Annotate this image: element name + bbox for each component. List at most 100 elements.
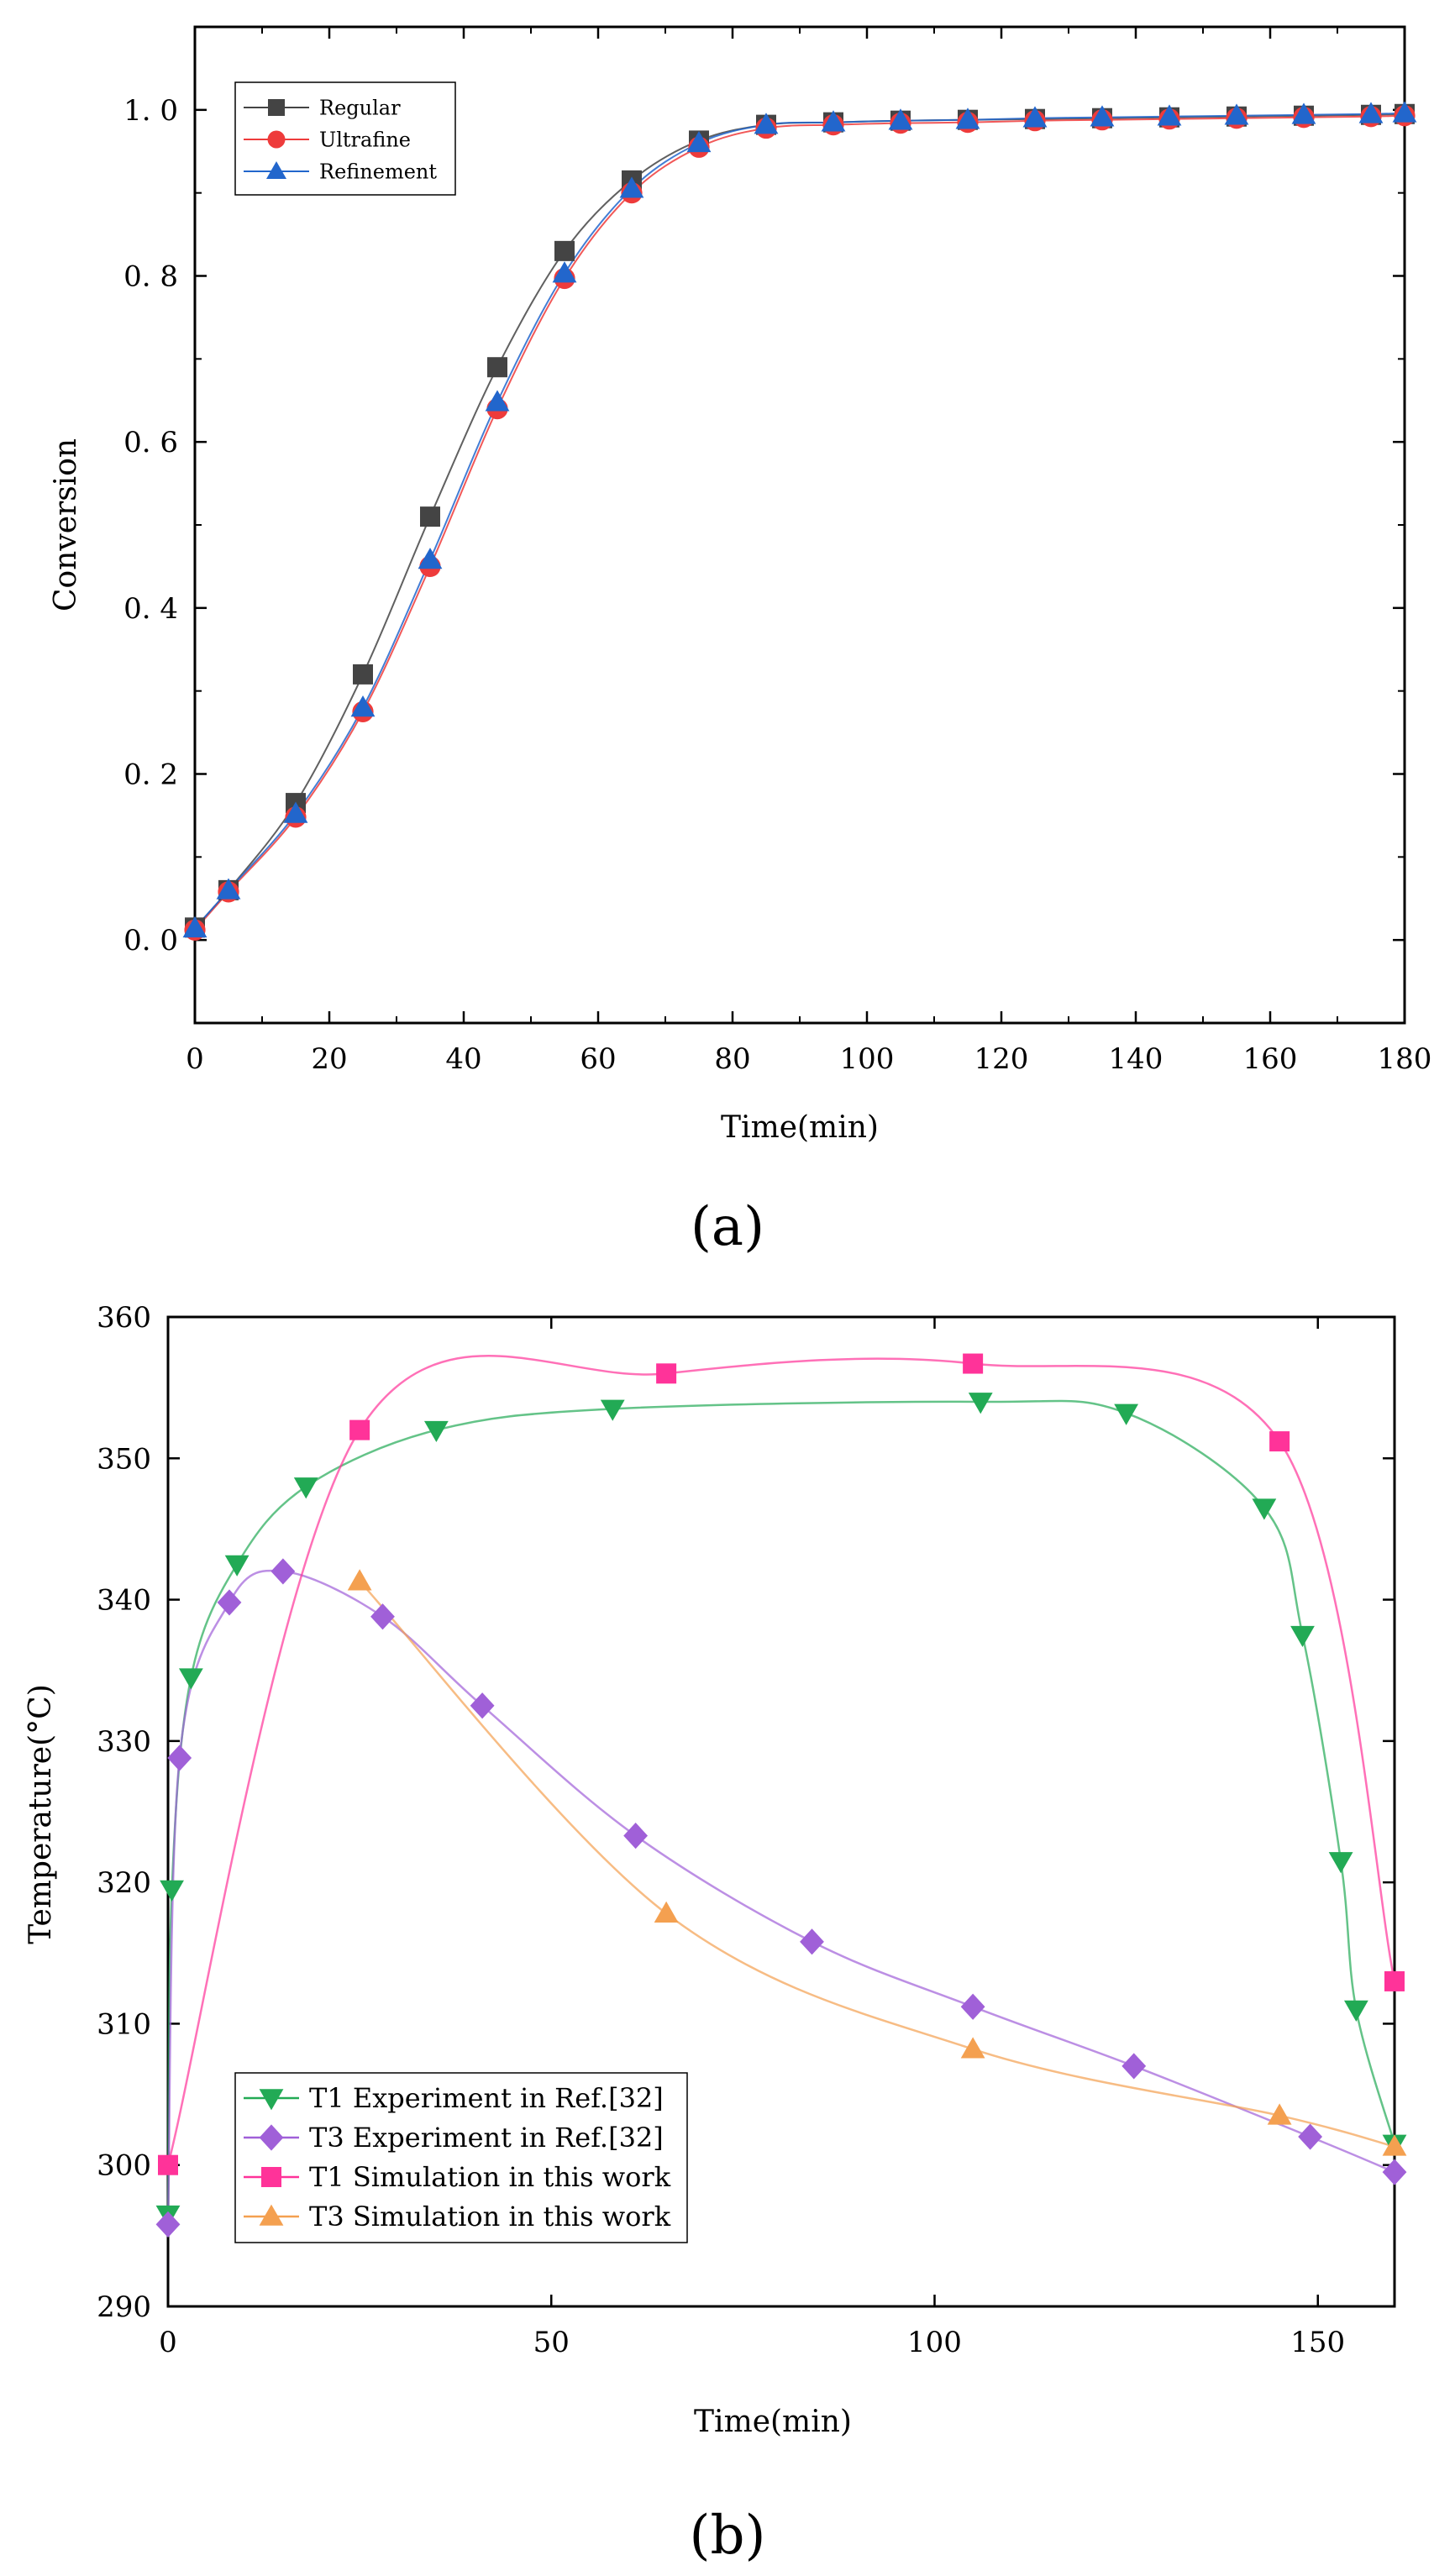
x-tick-label: 40 [445,1042,481,1076]
legend-label-ultrafine: Ultrafine [319,128,411,151]
data-point-t1-experiment-in-ref-32 [968,1393,993,1414]
tick-marks-a [193,27,1406,1023]
y-tick-label: 330 [97,1725,151,1759]
data-point-t3-experiment-in-ref-32 [470,1692,495,1719]
panel-label-b: (b) [690,2505,766,2567]
data-point-regular [554,240,575,261]
y-tick-label: 310 [97,2007,151,2041]
y-axis-label-a: Conversion [49,438,83,611]
x-tick-label: 150 [1290,2326,1345,2359]
legend-label-refinement: Refinement [319,160,437,183]
data-point-t3-experiment-in-ref-32 [155,2211,181,2238]
data-point-refinement [955,108,980,129]
y-tick-label: 0. 4 [123,592,178,626]
data-point-t3-experiment-in-ref-32 [271,1558,296,1585]
data-point-refinement [182,916,207,938]
data-point-t1-experiment-in-ref-32 [1328,1852,1353,1874]
data-point-refinement [1392,101,1417,123]
x-tick-labels-b: 0 50 100 150 [159,2326,1345,2359]
data-point-refinement [686,130,712,153]
x-tick-label: 60 [580,1042,616,1076]
x-tick-label: 100 [907,2326,962,2359]
data-point-t3-experiment-in-ref-32 [1298,2123,1323,2150]
x-axis-label-b: Time(min) [694,2405,852,2439]
y-tick-label: 0. 0 [123,924,178,957]
legend-label-t3-experiment-in-ref-32: T3 Experiment in Ref.[32] [309,2122,664,2154]
x-tick-label: 0 [159,2326,177,2359]
panel-label-a: (a) [691,1196,764,1258]
data-point-t3-experiment-in-ref-32 [370,1603,395,1630]
data-point-t3-experiment-in-ref-32 [800,1928,824,1955]
y-tick-label: 0. 6 [123,426,178,459]
y-axis-label-b: Temperature(°C) [24,1684,58,1944]
y-tick-label: 340 [97,1584,151,1618]
y-tick-label: 320 [97,1866,151,1900]
data-point-refinement [619,176,644,198]
series-line-refinement [194,112,1405,929]
legend-marker-regular [268,99,285,116]
data-point-refinement [283,801,308,823]
legend-label-t3-simulation-in-this-work: T3 Simulation in this work [309,2201,671,2232]
data-point-refinement [888,108,913,130]
y-tick-labels-b: 290 300 310 320 330 340 350 360 [97,1301,151,2324]
legend-marker-ultrafine [267,130,286,149]
y-tick-label: 0. 2 [123,758,178,792]
series-markers-b [155,1353,1407,2238]
data-point-refinement [1022,106,1048,128]
x-tick-label: 0 [186,1042,204,1076]
series-line-ultrafine [194,114,1405,931]
y-tick-label: 360 [97,1301,151,1335]
data-point-t1-experiment-in-ref-32 [224,1555,250,1577]
y-tick-label: 0. 8 [123,260,178,294]
data-point-t3-experiment-in-ref-32 [1121,2053,1147,2080]
y-tick-label: 350 [97,1442,151,1476]
data-point-refinement [216,878,241,900]
legend-b: T1 Experiment in Ref.[32] T3 Experiment i… [234,2072,688,2243]
data-point-t3-experiment-in-ref-32 [217,1589,242,1616]
y-tick-label: 300 [97,2149,151,2183]
data-point-regular [353,664,373,685]
data-point-t1-experiment-in-ref-32 [600,1399,625,1421]
data-point-refinement [1157,104,1182,126]
legend-marker-refinement [266,161,286,179]
x-axis-label-a: Time(min) [721,1110,879,1145]
data-point-t3-experiment-in-ref-32 [1382,2159,1407,2185]
data-point-refinement [418,548,443,569]
chart-b: 0 50 100 150 290 300 310 320 330 340 350 360 Time(… [24,1301,1407,2567]
data-point-t1-experiment-in-ref-32 [1114,1403,1139,1425]
series-markers-a [182,101,1417,941]
data-point-t1-experiment-in-ref-32 [423,1420,449,1443]
data-point-refinement [1224,103,1249,125]
data-point-t3-simulation-in-this-work [654,1901,679,1923]
data-point-t1-simulation-in-this-work [656,1363,677,1384]
data-point-t1-experiment-in-ref-32 [293,1477,318,1499]
x-tick-label: 160 [1243,1042,1298,1076]
data-point-t1-experiment-in-ref-32 [1343,2000,1368,2022]
data-point-t3-simulation-in-this-work [1382,2134,1407,2156]
legend-marker-t1-simulation-in-this-work [261,2167,281,2187]
series-line-regular [194,113,1405,928]
data-point-refinement [1358,102,1384,123]
data-point-t1-simulation-in-this-work [1384,1970,1405,1991]
legend-label-t1-simulation-in-this-work: T1 Simulation in this work [309,2161,671,2193]
data-point-t1-simulation-in-this-work [1269,1431,1290,1452]
plot-frame-b [166,1315,1396,2308]
data-point-t1-simulation-in-this-work [349,1419,370,1440]
data-point-t3-simulation-in-this-work [347,1569,372,1591]
data-point-t1-experiment-in-ref-32 [160,1880,184,1902]
data-point-t1-simulation-in-this-work [158,2154,178,2175]
data-point-refinement [754,113,779,134]
y-tick-labels-a: 0. 0 0. 2 0. 4 0. 6 0. 8 1. 0 [123,94,178,957]
data-point-t1-experiment-in-ref-32 [178,1668,203,1690]
y-tick-label: 290 [97,2290,151,2324]
data-point-t3-experiment-in-ref-32 [167,1744,192,1771]
legend-label-regular: Regular [319,96,401,119]
x-tick-label: 50 [533,2326,570,2359]
x-tick-labels-a: 0 20 40 60 80 100 120 140 160 180 [186,1042,1431,1076]
data-point-t3-simulation-in-this-work [960,2037,985,2059]
data-point-refinement [552,261,577,283]
x-tick-label: 140 [1109,1042,1163,1076]
series-line-t3-simulation-in-this-work [359,1580,1395,2148]
x-tick-label: 20 [311,1042,347,1076]
data-point-t1-experiment-in-ref-32 [1252,1498,1277,1520]
